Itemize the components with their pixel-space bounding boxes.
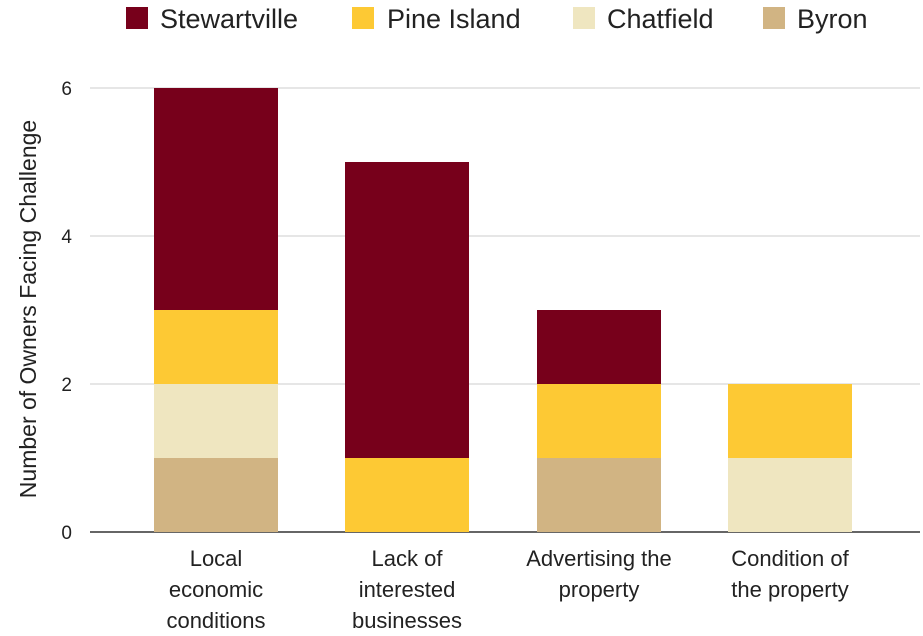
legend: Stewartville Pine Island Chatfield Byron [126, 4, 868, 34]
y-tick-label: 2 [61, 375, 72, 396]
y-axis-ticks: 0 2 4 6 [61, 79, 72, 544]
bar-segment-stewartville [154, 88, 278, 310]
legend-label: Stewartville [160, 4, 298, 34]
y-tick-label: 6 [61, 79, 72, 100]
legend-label: Pine Island [387, 4, 521, 34]
y-axis-title: Number of Owners Facing Challenge [15, 120, 41, 498]
y-tick-label: 0 [61, 523, 72, 544]
legend-label: Chatfield [607, 4, 714, 34]
bar-segment-pine-island [728, 384, 852, 458]
bar-segment-pine-island [154, 310, 278, 384]
x-category-label: Advertising the property [526, 546, 672, 602]
y-tick-label: 4 [61, 227, 72, 248]
legend-swatch [573, 7, 595, 29]
legend-swatch [763, 7, 785, 29]
legend-label: Byron [797, 4, 868, 34]
bar-segment-stewartville [345, 162, 469, 458]
x-category-label: Local economic conditions [166, 546, 265, 633]
x-category-label: Lack of interested businesses [352, 546, 462, 633]
bar-segment-chatfield [728, 458, 852, 532]
bar-segment-pine-island [537, 384, 661, 458]
bar-segment-pine-island [345, 458, 469, 532]
legend-swatch [126, 7, 148, 29]
bar-segment-stewartville [537, 310, 661, 384]
bars [154, 88, 852, 532]
bar-segment-byron [154, 458, 278, 532]
bar-segment-chatfield [154, 384, 278, 458]
bar-segment-byron [537, 458, 661, 532]
x-axis-ticks: Local economic conditions Lack of interested… [166, 546, 849, 633]
legend-swatch [352, 7, 374, 29]
x-category-label: Condition of the property [731, 546, 849, 602]
